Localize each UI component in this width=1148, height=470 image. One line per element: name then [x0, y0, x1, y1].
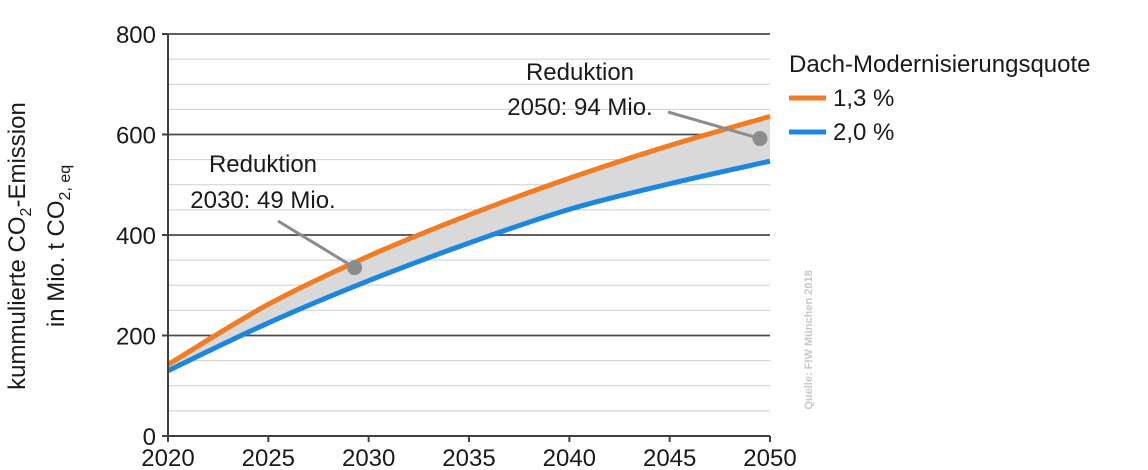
y-tick-label: 0	[143, 424, 156, 451]
annotation-2030-marker	[347, 260, 363, 276]
x-tick-label: 2045	[643, 445, 696, 470]
legend-title: Dach-Modernisierungsquote	[789, 51, 1091, 78]
y-tick-label: 800	[116, 22, 156, 49]
annotation-2030-value: 2030: 49 Mio.	[190, 187, 335, 214]
x-tick-labels: 2020 2025 2030 2035 2040 2045 2050	[141, 445, 796, 470]
grid	[168, 33, 770, 412]
y-axis-label-line2: in Mio. t CO2, eq	[43, 165, 74, 327]
x-tick-label: 2030	[342, 445, 395, 470]
y-tick-label: 400	[116, 223, 156, 250]
annotation-2050-value: 2050: 94 Mio.	[507, 94, 652, 121]
reduction-band	[168, 116, 770, 371]
y-tick-label: 200	[116, 324, 156, 351]
series-line-1-3	[166, 114, 771, 367]
legend-label-1-3: 1,3 %	[833, 85, 894, 112]
series-lines	[166, 114, 771, 373]
annotation-2050-leader	[667, 110, 761, 140]
x-tick-label: 2035	[442, 445, 495, 470]
x-tick-label: 2020	[141, 445, 194, 470]
source-credit: Quelle: FIW München 2018	[803, 270, 815, 409]
annotation-2050-title: Reduktion	[526, 59, 634, 86]
annotation-2030: Reduktion 2030: 49 Mio.	[190, 151, 363, 276]
y-axis-label-line1: kummulierte CO2-Emission	[4, 102, 35, 390]
annotation-2030-title: Reduktion	[209, 151, 317, 178]
series-line-2-0	[166, 158, 771, 373]
x-tick-label: 2050	[743, 445, 796, 470]
x-tick-label: 2025	[242, 445, 295, 470]
legend-label-2-0: 2,0 %	[833, 119, 894, 146]
annotation-2050-marker	[752, 131, 768, 147]
x-tick-label: 2040	[543, 445, 596, 470]
axes	[162, 33, 771, 442]
y-tick-label: 600	[116, 123, 156, 150]
y-tick-labels: 0 200 400 600 800	[116, 22, 156, 451]
annotation-2050: Reduktion 2050: 94 Mio.	[507, 59, 768, 147]
legend: Dach-Modernisierungsquote 1,3 % 2,0 %	[789, 51, 1091, 146]
annotation-2030-leader	[277, 219, 356, 269]
